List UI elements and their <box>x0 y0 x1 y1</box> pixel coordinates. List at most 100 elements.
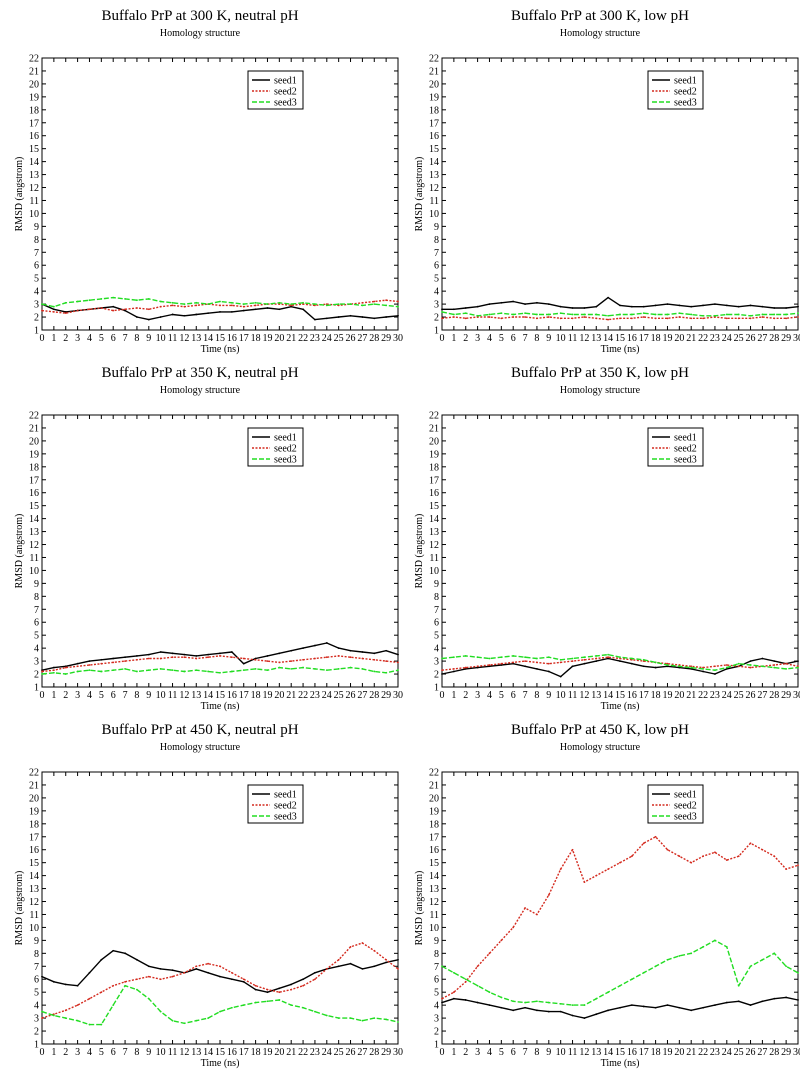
y-tick-label: 3 <box>434 1014 439 1025</box>
data-point-seed3 <box>124 298 126 300</box>
y-tick-label: 2 <box>34 670 39 681</box>
chart-title: Buffalo PrP at 350 K, neutral pH <box>101 365 299 381</box>
data-point-seed3 <box>559 658 562 661</box>
x-tick-label: 27 <box>757 1047 767 1058</box>
data-point-seed3 <box>678 665 681 668</box>
y-tick-label: 22 <box>29 411 39 422</box>
x-tick-label: 26 <box>746 690 756 701</box>
data-point-seed2 <box>302 984 304 987</box>
x-tick-label: 3 <box>475 333 480 344</box>
data-point-seed3 <box>207 670 210 673</box>
data-point-seed2 <box>207 962 210 965</box>
y-tick-label: 18 <box>29 462 39 473</box>
y-tick-label: 5 <box>434 274 439 285</box>
x-tick-label: 24 <box>722 690 732 701</box>
y-tick-label: 4 <box>34 644 39 655</box>
x-tick-label: 7 <box>523 1047 528 1058</box>
data-point-seed2 <box>242 305 245 308</box>
data-point-seed1 <box>441 673 443 675</box>
y-tick-label: 21 <box>429 423 439 434</box>
data-point-seed2 <box>254 658 257 661</box>
data-point-seed1 <box>112 305 115 308</box>
data-point-seed1 <box>536 1009 538 1012</box>
data-point-seed1 <box>488 303 491 305</box>
data-point-seed1 <box>100 658 103 661</box>
x-tick-label: 24 <box>722 333 732 344</box>
data-point-seed1 <box>642 665 645 668</box>
x-tick-label: 25 <box>334 1047 344 1058</box>
data-point-seed1 <box>183 314 186 317</box>
data-point-seed3 <box>242 303 245 305</box>
x-tick-label: 13 <box>191 1047 201 1058</box>
data-point-seed3 <box>595 313 598 316</box>
y-tick-label: 6 <box>434 261 439 272</box>
x-axis-label: Time (ns) <box>601 701 640 712</box>
data-point-seed2 <box>76 665 79 668</box>
data-point-seed2 <box>230 971 233 974</box>
y-tick-label: 2 <box>34 1027 39 1038</box>
y-tick-label: 9 <box>434 579 439 590</box>
data-point-seed1 <box>524 1006 526 1009</box>
y-tick-label: 21 <box>29 423 39 434</box>
legend-label: seed2 <box>274 87 297 98</box>
data-point-seed3 <box>254 301 257 304</box>
y-tick-label: 16 <box>429 845 439 856</box>
data-point-seed3 <box>159 667 162 670</box>
x-tick-label: 5 <box>99 333 104 344</box>
data-point-seed3 <box>464 978 467 981</box>
data-point-seed1 <box>595 1013 598 1016</box>
y-tick-label: 14 <box>429 157 439 168</box>
x-tick-label: 11 <box>168 690 178 701</box>
data-point-seed1 <box>325 642 328 644</box>
data-point-seed2 <box>583 658 586 661</box>
data-point-seed1 <box>230 651 233 653</box>
data-point-seed1 <box>452 997 455 1000</box>
x-tick-label: 30 <box>393 1047 403 1058</box>
data-point-seed3 <box>785 965 788 968</box>
data-point-seed1 <box>337 965 340 968</box>
data-point-seed3 <box>290 303 293 305</box>
x-tick-label: 14 <box>203 1047 213 1058</box>
data-point-seed3 <box>714 939 716 942</box>
y-tick-label: 16 <box>429 131 439 142</box>
y-tick-label: 1 <box>34 683 39 694</box>
data-point-seed3 <box>397 1021 399 1023</box>
chart-title: Buffalo PrP at 350 K, low pH <box>511 365 689 381</box>
data-point-seed3 <box>373 303 376 305</box>
data-point-seed2 <box>397 967 399 970</box>
data-point-seed1 <box>207 312 210 315</box>
x-tick-label: 15 <box>215 690 225 701</box>
y-tick-label: 13 <box>29 527 39 538</box>
y-tick-label: 1 <box>434 326 439 337</box>
data-point-seed3 <box>136 299 138 302</box>
data-point-seed1 <box>702 670 704 673</box>
y-tick-label: 18 <box>29 105 39 116</box>
data-point-seed3 <box>278 999 281 1001</box>
plot-frame <box>441 57 799 331</box>
data-point-seed1 <box>690 667 693 670</box>
data-point-seed2 <box>452 991 455 994</box>
data-point-seed3 <box>76 670 79 673</box>
x-tick-label: 30 <box>393 333 403 344</box>
x-tick-label: 0 <box>440 690 445 701</box>
data-point-seed1 <box>536 301 538 304</box>
data-point-seed1 <box>361 651 364 653</box>
data-point-seed2 <box>373 658 376 661</box>
data-point-seed1 <box>278 987 281 990</box>
x-tick-label: 28 <box>369 690 379 701</box>
y-tick-label: 7 <box>434 605 439 616</box>
x-tick-label: 8 <box>534 333 539 344</box>
data-point-seed1 <box>761 1000 764 1003</box>
y-tick-label: 17 <box>429 832 439 843</box>
data-point-seed3 <box>500 996 503 999</box>
x-tick-label: 16 <box>227 690 237 701</box>
data-point-seed2 <box>230 304 233 307</box>
y-tick-label: 19 <box>29 92 39 103</box>
data-point-seed3 <box>607 991 610 994</box>
x-tick-label: 12 <box>179 1047 189 1058</box>
data-point-seed1 <box>619 1006 621 1009</box>
data-point-seed3 <box>619 656 621 659</box>
data-point-seed1 <box>797 305 799 308</box>
data-point-seed2 <box>512 661 515 664</box>
data-point-seed2 <box>397 300 399 303</box>
